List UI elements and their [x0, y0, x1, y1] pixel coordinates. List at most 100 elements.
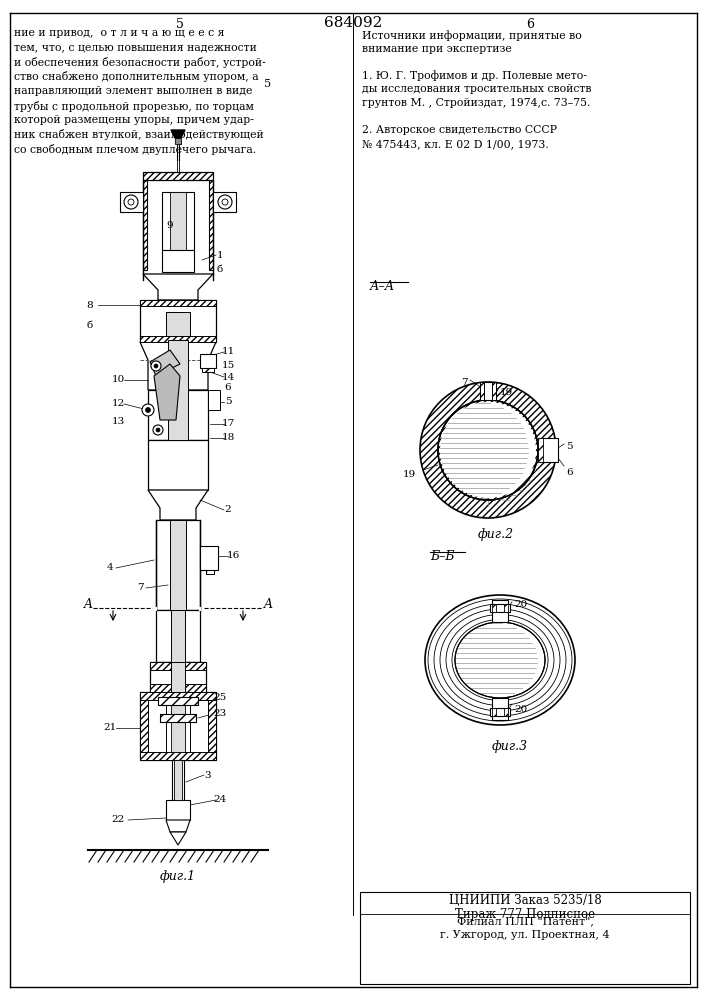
Polygon shape [140, 342, 216, 390]
Bar [143, 180, 147, 270]
Text: Источники информации, принятые во: Источники информации, принятые во [362, 30, 582, 41]
Text: № 475443, кл. Е 02 D 1/00, 1973.: № 475443, кл. Е 02 D 1/00, 1973. [362, 139, 549, 149]
Text: 17: 17 [221, 420, 235, 428]
Text: со свободным плечом двуплечего рычага.: со свободным плечом двуплечего рычага. [14, 144, 256, 155]
Bar [160, 714, 196, 722]
Text: 5: 5 [566, 442, 573, 451]
Bar [480, 382, 496, 400]
Text: 13: 13 [112, 418, 124, 426]
Bar [538, 438, 543, 462]
Text: б: б [217, 265, 223, 274]
Bar [490, 708, 510, 716]
Bar [166, 700, 190, 752]
Text: Б–Б: Б–Б [430, 550, 455, 563]
Text: 1: 1 [216, 250, 223, 259]
Text: 12: 12 [112, 399, 124, 408]
Text: 10: 10 [112, 375, 124, 384]
Circle shape [153, 425, 163, 435]
Text: внимание при экспертизе: внимание при экспертизе [362, 44, 512, 54]
Text: 5: 5 [176, 18, 184, 31]
Bar [140, 336, 216, 342]
Bar [492, 698, 508, 720]
Polygon shape [170, 832, 186, 845]
Text: 2. Авторское свидетельство СССР: 2. Авторское свидетельство СССР [362, 125, 557, 135]
Circle shape [218, 195, 232, 209]
Polygon shape [171, 130, 185, 138]
Bar [504, 708, 508, 716]
Bar [200, 546, 218, 570]
Text: тем, что, с целью повышения надежности: тем, что, с целью повышения надежности [14, 42, 257, 52]
Bar [360, 892, 690, 984]
Text: 18: 18 [221, 434, 235, 442]
Text: Филиал ПЛП "Патент",: Филиал ПЛП "Патент", [457, 916, 593, 926]
Text: Тираж 777 Подписное: Тираж 777 Подписное [455, 908, 595, 921]
Text: 23: 23 [214, 708, 227, 718]
Text: 22: 22 [112, 816, 124, 824]
Circle shape [440, 402, 536, 498]
Circle shape [156, 428, 160, 432]
Bar [171, 700, 185, 752]
Ellipse shape [455, 622, 545, 698]
Bar [480, 382, 484, 400]
Circle shape [438, 400, 537, 499]
Bar [170, 520, 186, 610]
Circle shape [438, 400, 538, 500]
Bar [492, 382, 496, 400]
Circle shape [151, 361, 161, 371]
Bar [162, 192, 194, 250]
Bar [200, 354, 216, 368]
Text: 20: 20 [514, 600, 527, 609]
Ellipse shape [425, 595, 575, 725]
Text: 6: 6 [526, 18, 534, 31]
Bar [150, 684, 206, 692]
Text: 1. Ю. Г. Трофимов и др. Полевые мето-: 1. Ю. Г. Трофимов и др. Полевые мето- [362, 70, 587, 81]
Bar [150, 662, 206, 670]
Text: 684092: 684092 [324, 16, 382, 30]
Bar [202, 368, 214, 372]
Text: 16: 16 [226, 552, 240, 560]
Text: трубы с продольной прорезью, по торцам: трубы с продольной прорезью, по торцам [14, 101, 254, 111]
Text: и обеспечения безопасности работ, устрой-: и обеспечения безопасности работ, устрой… [14, 57, 266, 68]
Circle shape [128, 199, 134, 205]
Text: ник снабжен втулкой, взаимодействующей: ник снабжен втулкой, взаимодействующей [14, 129, 264, 140]
Text: ство снабжено дополнительным упором, а: ство снабжено дополнительным упором, а [14, 72, 259, 83]
Bar [148, 440, 208, 490]
Polygon shape [150, 350, 180, 376]
Bar [156, 610, 200, 662]
Text: ЦНИИПИ Заказ 5235/18: ЦНИИПИ Заказ 5235/18 [449, 894, 602, 907]
Text: 20: 20 [514, 705, 527, 714]
Circle shape [142, 404, 154, 416]
Bar [143, 172, 213, 180]
Bar [162, 250, 194, 272]
Bar [213, 192, 236, 212]
Text: A: A [83, 597, 93, 610]
Text: 6: 6 [566, 468, 573, 477]
Text: грунтов М. , Стройиздат, 1974,с. 73–75.: грунтов М. , Стройиздат, 1974,с. 73–75. [362, 98, 590, 108]
Bar [538, 438, 558, 462]
Bar [140, 300, 216, 306]
Text: 7: 7 [462, 378, 468, 387]
Polygon shape [143, 274, 213, 300]
Bar [492, 708, 496, 716]
Bar [140, 300, 216, 342]
Text: ние и привод,  о т л и ч а ю щ е е с я: ние и привод, о т л и ч а ю щ е е с я [14, 28, 225, 38]
Text: 14: 14 [221, 372, 235, 381]
Circle shape [124, 195, 138, 209]
Text: 9: 9 [167, 222, 173, 231]
Bar [492, 600, 508, 622]
Text: 8: 8 [87, 300, 93, 310]
Bar [208, 390, 220, 410]
Text: б: б [87, 320, 93, 330]
Text: фиг.2: фиг.2 [478, 528, 514, 541]
Bar [171, 610, 185, 662]
Text: 4: 4 [107, 564, 113, 572]
Text: фиг.1: фиг.1 [160, 870, 196, 883]
Text: 2: 2 [225, 506, 231, 514]
Circle shape [420, 382, 556, 518]
Bar [150, 662, 206, 692]
Bar [168, 340, 188, 440]
Bar [492, 604, 496, 612]
Text: 7: 7 [136, 584, 144, 592]
Bar [490, 604, 510, 612]
Bar [170, 192, 186, 250]
